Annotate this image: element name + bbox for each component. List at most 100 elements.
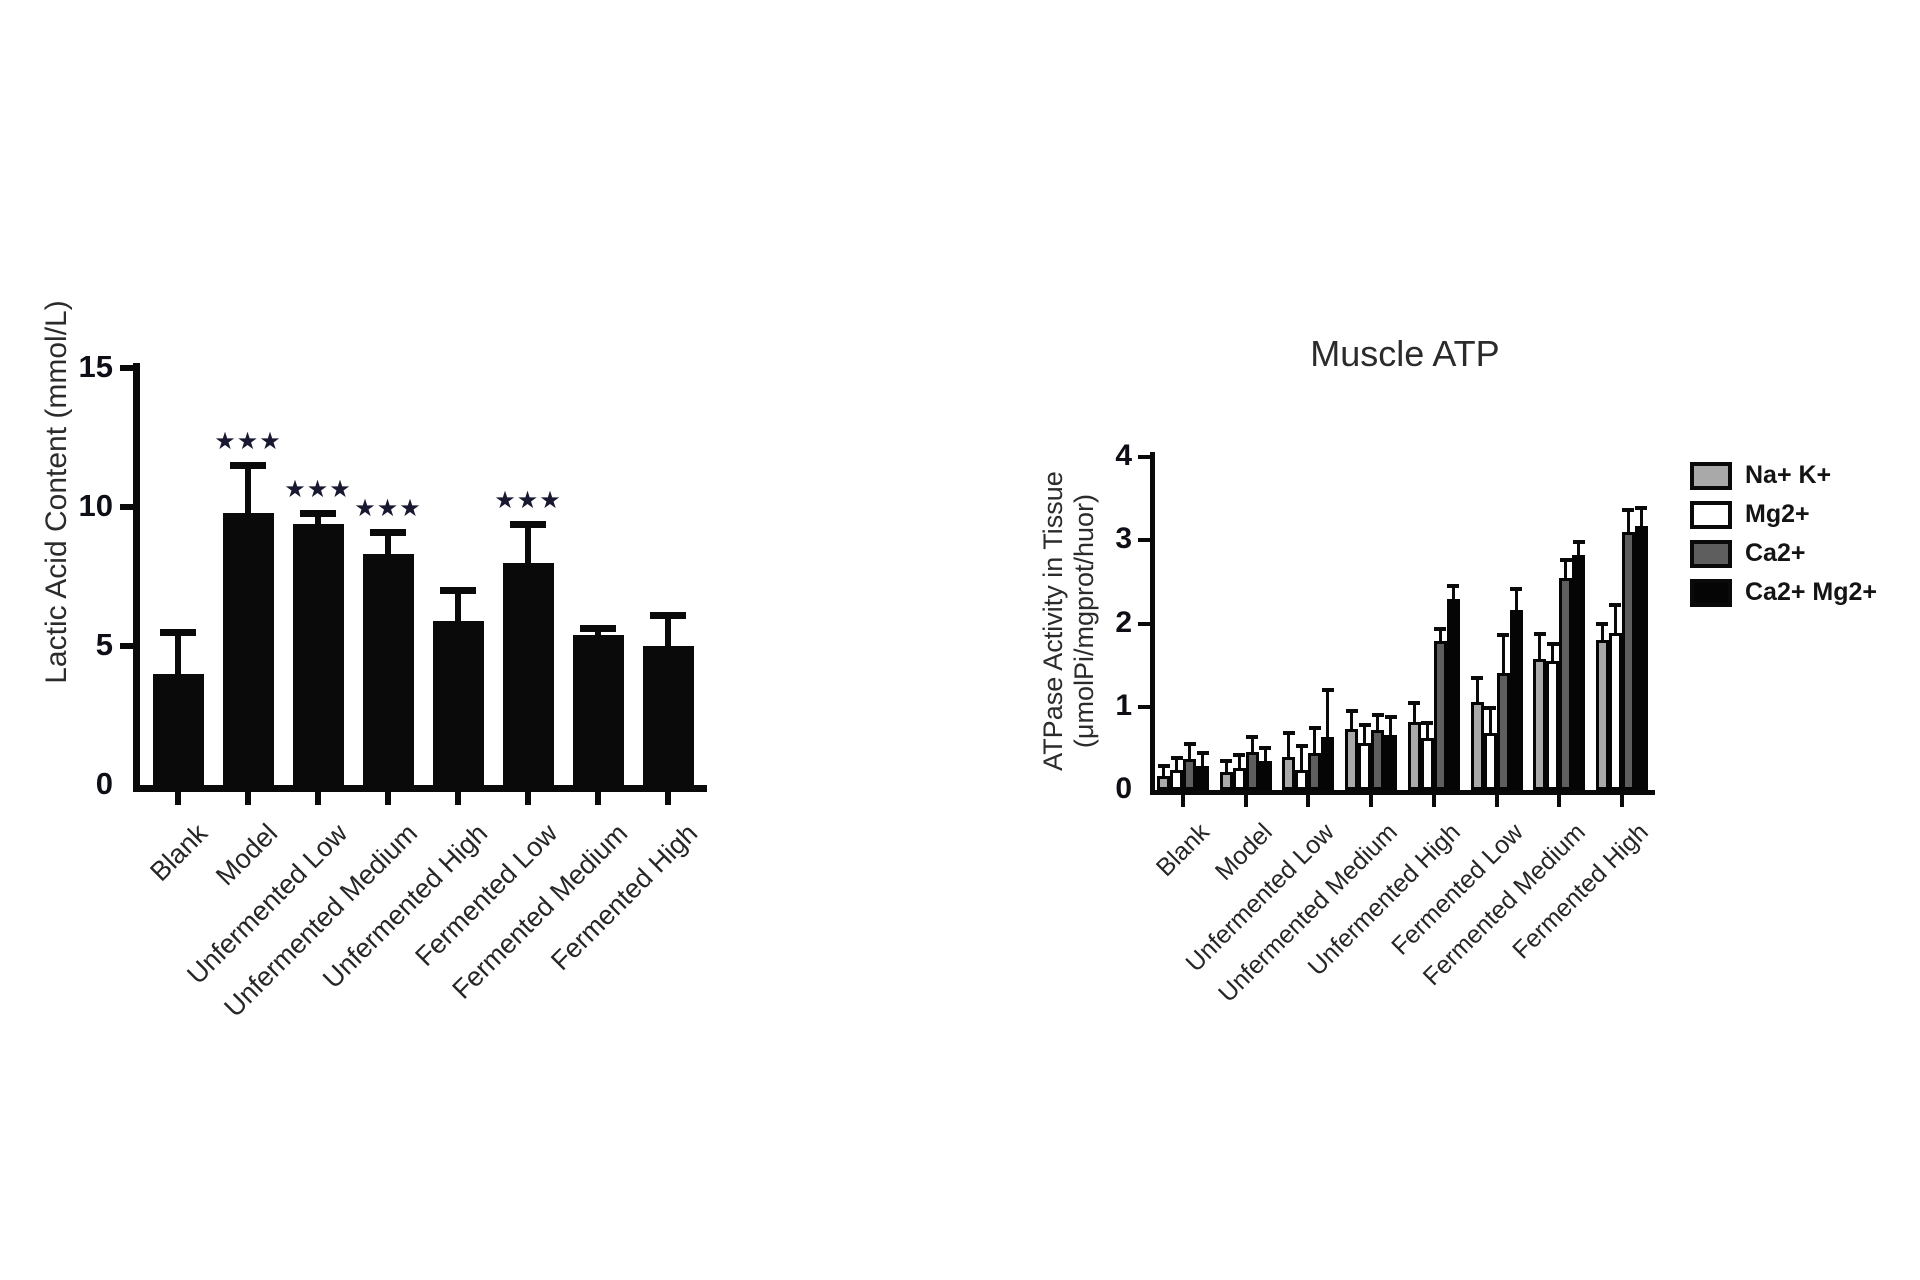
bar-ca2-mg2--blank — [1196, 765, 1209, 790]
error-bar-cap — [1421, 721, 1434, 726]
bar-na-k--model — [1219, 771, 1233, 790]
error-bar-line — [1389, 716, 1393, 739]
legend-label-ca2-: Ca2+ — [1745, 539, 1806, 567]
right-y-axis-title-line1: ATPase Activity in Tissue — [1038, 471, 1068, 771]
right-x-tick — [1243, 795, 1248, 807]
bar-blank — [152, 673, 204, 785]
left-y-axis-line — [133, 363, 140, 792]
error-bar-cap — [1622, 508, 1635, 513]
error-bar-cap — [440, 587, 476, 595]
error-bar-cap — [1321, 688, 1334, 693]
error-bar-line — [1326, 690, 1330, 740]
bar-ca2--blank — [1183, 759, 1196, 790]
bar-ca2--unfermented-low — [1308, 753, 1322, 790]
left-x-tick — [595, 792, 601, 805]
error-bar-cap — [1196, 751, 1209, 756]
error-bar-cap — [1546, 642, 1559, 647]
error-bar-line — [1300, 745, 1304, 774]
error-bar-cap — [1434, 627, 1447, 632]
error-bar-cap — [1246, 734, 1259, 739]
error-bar-cap — [1471, 675, 1484, 680]
error-bar-line — [1564, 560, 1568, 581]
error-bar-cap — [1295, 743, 1308, 748]
right-x-tick — [1557, 795, 1562, 807]
error-bar-cap — [1559, 558, 1572, 563]
bar-na-k--fermented-medium — [1533, 659, 1547, 790]
right-y-tick-label: 1 — [1115, 688, 1132, 722]
error-bar-line — [1451, 586, 1455, 603]
left-y-tick-label: 0 — [95, 766, 113, 801]
error-bar-line — [1376, 715, 1380, 734]
error-bar-line — [1577, 541, 1581, 559]
bar-mg2--blank — [1170, 770, 1183, 790]
right-y-tick-label: 2 — [1115, 605, 1132, 639]
error-bar-cap — [1233, 753, 1246, 758]
bar-ca2-mg2--model — [1258, 760, 1272, 790]
error-bar-cap — [1170, 756, 1183, 761]
error-bar-line — [525, 523, 531, 567]
error-bar-line — [1175, 758, 1178, 773]
error-bar-line — [1188, 744, 1191, 763]
legend-label-ca2-mg2-: Ca2+ Mg2+ — [1745, 578, 1878, 606]
bar-ca2--unfermented-high — [1433, 640, 1447, 790]
error-bar-cap — [1447, 584, 1460, 589]
left-x-axis-line — [133, 785, 707, 792]
right-chart-title: Muscle ATP — [1310, 333, 1500, 374]
error-bar-cap — [650, 612, 686, 620]
bar-fermented-low — [502, 562, 554, 785]
error-bar-line — [1162, 765, 1165, 779]
right-x-tick — [1619, 795, 1624, 807]
left-y-tick-label: 15 — [78, 349, 113, 384]
legend-label-mg2-: Mg2+ — [1745, 500, 1810, 528]
error-bar-cap — [1384, 714, 1397, 719]
right-y-tick-label: 0 — [1115, 772, 1132, 805]
bar-mg2--unfermented-medium — [1358, 743, 1372, 790]
bar-mg2--unfermented-low — [1295, 770, 1309, 790]
error-bar-line — [1514, 589, 1518, 614]
error-bar-cap — [1510, 587, 1523, 592]
left-x-tick — [385, 792, 391, 805]
left-x-tick — [175, 792, 181, 805]
error-bar-cap — [1596, 621, 1609, 626]
bar-ca2--fermented-low — [1496, 672, 1510, 790]
error-bar-line — [1350, 710, 1354, 733]
error-bar-cap — [1358, 723, 1371, 728]
error-bar-cap — [510, 520, 546, 528]
bar-ca2-mg2--fermented-high — [1634, 526, 1648, 790]
right-y-tick-label: 3 — [1115, 522, 1132, 556]
error-bar-line — [665, 615, 671, 650]
bar-fermented-medium — [572, 634, 624, 785]
right-x-tick — [1306, 795, 1311, 807]
left-x-tick — [315, 792, 321, 805]
error-bar-line — [1201, 753, 1204, 769]
right-y-axis-line — [1150, 452, 1155, 795]
bar-unfermented-medium — [362, 554, 414, 785]
bar-na-k--unfermented-medium — [1345, 729, 1359, 790]
left-x-tick — [245, 792, 251, 805]
error-bar-line — [595, 627, 601, 639]
error-bar-line — [1412, 702, 1416, 725]
legend: Na+ K+ Mg2+ Ca2+ Ca2+ Mg2+ — [1690, 461, 1878, 620]
error-bar-line — [1263, 748, 1267, 764]
bar-ca2--unfermented-medium — [1371, 730, 1385, 790]
bar-mg2--model — [1232, 768, 1246, 790]
error-bar-cap — [1497, 633, 1510, 638]
error-bar-line — [1488, 708, 1492, 736]
bar-na-k--unfermented-low — [1282, 756, 1296, 790]
significance-stars: ★★★ — [354, 495, 422, 523]
error-bar-cap — [1308, 726, 1321, 731]
bar-ca2-mg2--unfermented-high — [1446, 599, 1460, 790]
error-bar-line — [455, 590, 461, 625]
right-x-tick — [1494, 795, 1499, 807]
error-bar-line — [1475, 677, 1479, 705]
significance-stars: ★★★ — [284, 475, 352, 503]
significance-stars: ★★★ — [214, 428, 282, 456]
right-y-tick-label: 4 — [1115, 439, 1132, 472]
bar-mg2--fermented-medium — [1546, 660, 1560, 790]
error-bar-line — [1250, 736, 1254, 755]
right-y-tick — [1138, 538, 1150, 543]
bar-ca2--fermented-high — [1621, 531, 1635, 790]
bar-fermented-high — [642, 646, 694, 785]
right-x-axis-line — [1150, 790, 1655, 795]
error-bar-line — [1600, 623, 1604, 644]
